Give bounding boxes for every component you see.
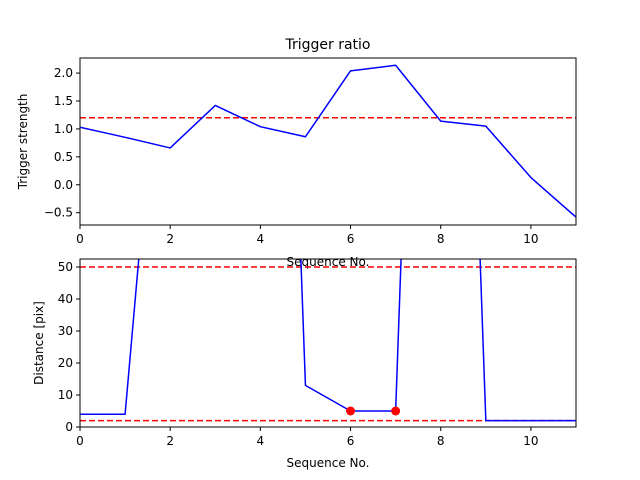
top-chart-title: Trigger ratio	[284, 37, 370, 53]
top-x-tick-label: 8	[437, 232, 445, 246]
bottom-series	[80, 259, 576, 422]
bottom-axes-background-mask	[0, 225, 640, 259]
top-y-ticks: −0.5 0.0 0.5 1.0 1.5 2.0	[44, 66, 80, 220]
bottom-threshold-lines	[80, 266, 576, 422]
top-x-tick-label: 6	[347, 232, 355, 246]
bottom-x-ticks: 0 2 4 6 8 10	[76, 427, 539, 448]
top-series-line-0	[80, 64, 576, 218]
bottom-y-tick-label: 50	[58, 260, 73, 274]
bottom-y-tick-label: 10	[58, 388, 73, 402]
top-x-ticks: 0 2 4 6 8 10	[76, 225, 539, 246]
top-axes: Trigger ratio 0 2 4 6 8 10 −0.5 0.0 0.5 1.0 1.5 2.…	[16, 37, 577, 269]
top-y-tick-label: 1.0	[54, 122, 73, 136]
bottom-y-tick-label: 0	[65, 420, 73, 434]
bottom-series-line-0	[80, 259, 576, 422]
bottom-y-ticks: 0 10 20 30 40 50	[58, 260, 80, 434]
top-y-tick-label: 0.0	[54, 178, 73, 192]
bottom-y-tick-label: 40	[58, 292, 73, 306]
top-x-tick-label: 0	[76, 232, 84, 246]
bottom-x-tick-label: 2	[166, 434, 174, 448]
bottom-y-tick-label: 30	[58, 324, 73, 338]
bottom-y-axis-label: Distance [pix]	[32, 301, 46, 385]
bottom-x-tick-label: 10	[523, 434, 538, 448]
top-x-tick-label: 4	[257, 232, 265, 246]
top-y-tick-label: 0.5	[54, 150, 73, 164]
bottom-marker-point-1	[391, 406, 401, 416]
top-y-tick-label: −0.5	[44, 206, 73, 220]
bottom-axes-frame	[79, 258, 577, 428]
bottom-x-tick-label: 4	[257, 434, 265, 448]
bottom-x-tick-label: 6	[347, 434, 355, 448]
top-y-tick-label: 1.5	[54, 94, 73, 108]
top-axes-frame	[79, 57, 577, 226]
bottom-x-tick-label: 8	[437, 434, 445, 448]
bottom-x-axis-label: Sequence No.	[287, 456, 370, 470]
bottom-x-tick-label: 0	[76, 434, 84, 448]
bottom-y-tick-label: 20	[58, 356, 73, 370]
bottom-markers	[346, 406, 401, 416]
top-series	[80, 64, 576, 218]
top-x-tick-label: 2	[166, 232, 174, 246]
bottom-marker-point-0	[346, 406, 356, 416]
top-y-tick-label: 2.0	[54, 66, 73, 80]
top-x-tick-label: 10	[523, 232, 538, 246]
top-y-axis-label: Trigger strength	[16, 94, 30, 191]
